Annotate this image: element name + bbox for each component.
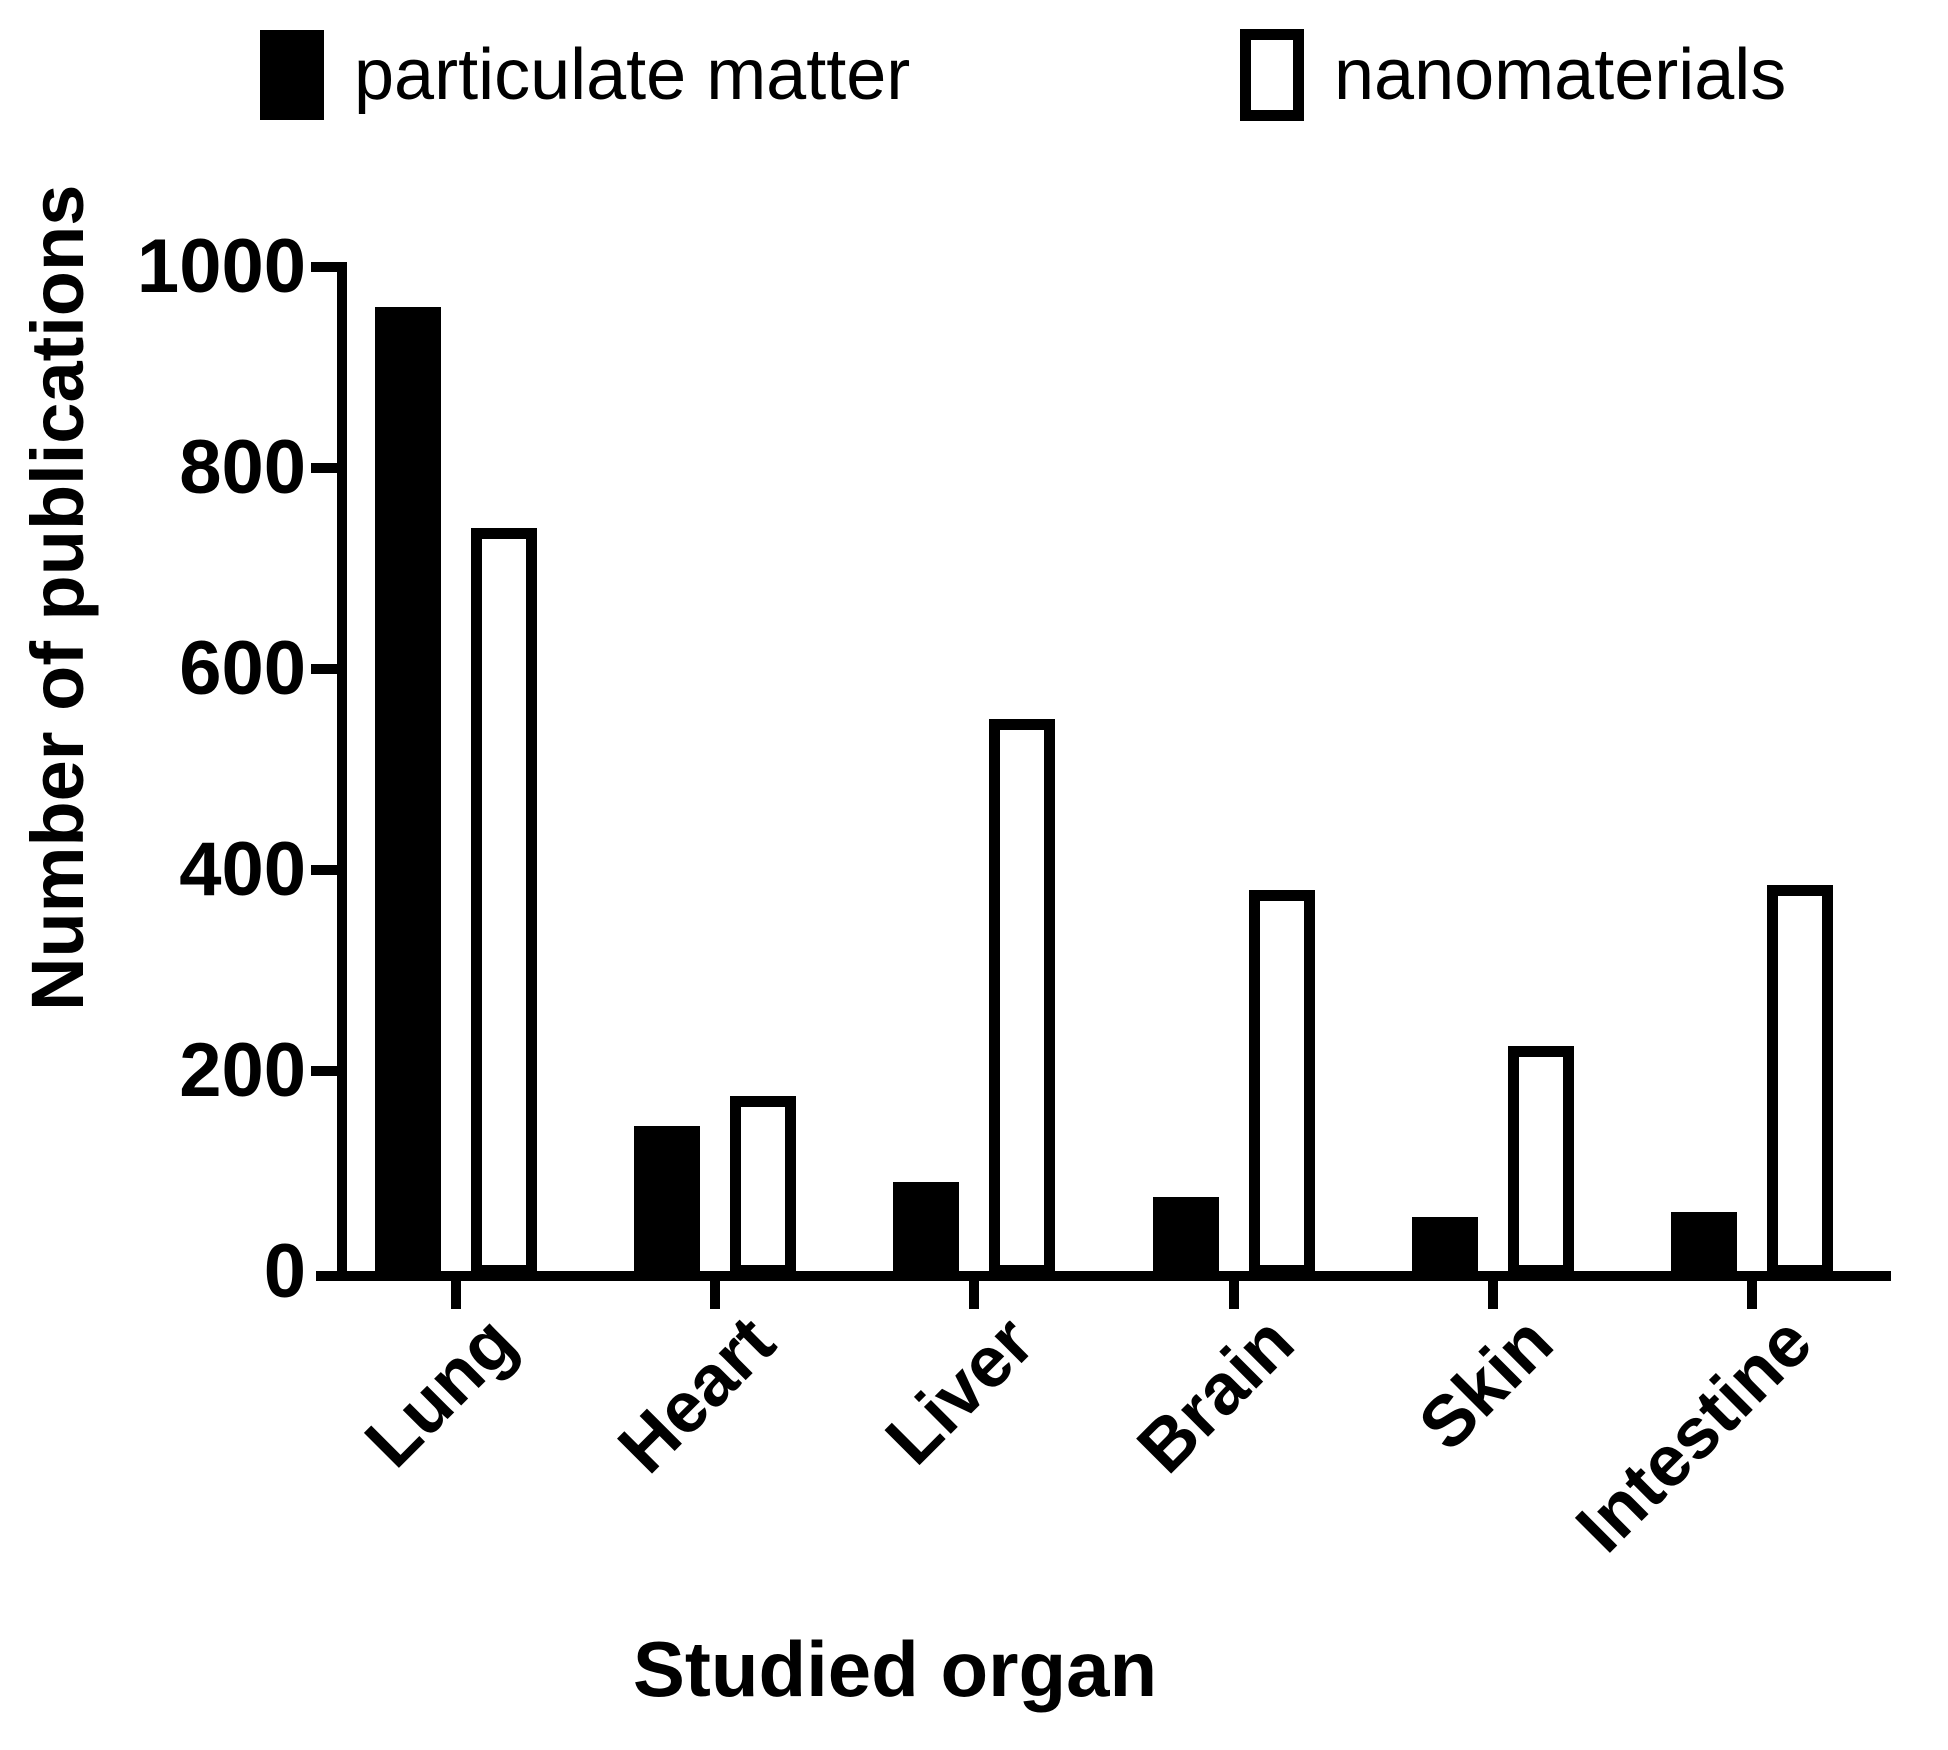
- bar-heart-nanomaterials: [730, 1096, 797, 1276]
- bar-intestine-nanomaterials: [1767, 885, 1833, 1276]
- y-tick-label-800: 800: [179, 425, 306, 510]
- y-tick-1000: [311, 262, 338, 272]
- y-tick-label-200: 200: [179, 1028, 306, 1113]
- x-axis-line: [316, 1271, 1891, 1281]
- bar-skin-nanomaterials: [1507, 1046, 1574, 1276]
- legend-item-particulate-matter: particulate matter: [260, 28, 910, 122]
- y-tick-200: [311, 1066, 338, 1076]
- y-tick-600: [311, 664, 338, 674]
- y-tick-label-400: 400: [179, 827, 306, 912]
- legend-swatch-white-icon: [1240, 29, 1304, 121]
- x-category-label-intestine: Intestine: [1561, 1301, 1828, 1568]
- x-tick-lung: [451, 1281, 461, 1309]
- x-tick-skin: [1487, 1281, 1498, 1309]
- bar-lung-particulate-matter: [375, 307, 441, 1276]
- y-axis-line: [337, 262, 347, 1277]
- x-tick-liver: [969, 1281, 980, 1309]
- bar-liver-particulate-matter: [893, 1182, 960, 1276]
- bar-heart-particulate-matter: [634, 1126, 701, 1276]
- x-tick-heart: [710, 1281, 721, 1309]
- legend-label-particulate-matter: particulate matter: [354, 35, 911, 115]
- x-tick-intestine: [1747, 1281, 1757, 1309]
- x-axis-title: Studied organ: [632, 1625, 1158, 1713]
- bar-brain-particulate-matter: [1152, 1197, 1219, 1276]
- bar-liver-nanomaterials: [989, 719, 1056, 1276]
- y-tick-label-1000: 1000: [136, 224, 306, 309]
- bar-brain-nanomaterials: [1248, 890, 1315, 1276]
- legend-item-nanomaterials: nanomaterials: [1240, 28, 1786, 122]
- bar-intestine-particulate-matter: [1671, 1212, 1737, 1276]
- y-tick-label-600: 600: [179, 626, 306, 711]
- y-tick-label-0: 0: [263, 1229, 306, 1314]
- legend-swatch-black-icon: [260, 30, 324, 120]
- y-tick-800: [311, 463, 338, 473]
- bar-lung-nanomaterials: [471, 528, 537, 1276]
- legend-label-nanomaterials: nanomaterials: [1334, 35, 1787, 115]
- x-tick-brain: [1228, 1281, 1239, 1309]
- bar-skin-particulate-matter: [1411, 1217, 1478, 1276]
- y-tick-400: [311, 865, 338, 875]
